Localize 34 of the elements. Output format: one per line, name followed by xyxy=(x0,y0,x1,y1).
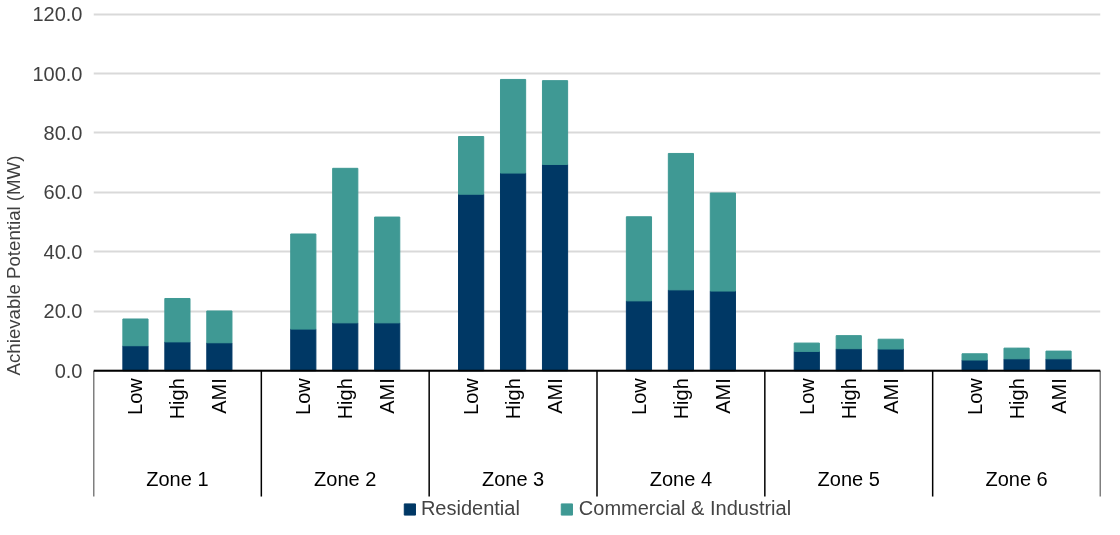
x-tick-label: Low xyxy=(460,377,483,415)
legend-label: Residential xyxy=(420,497,520,520)
y-tick-label: 40.0 xyxy=(43,240,83,263)
x-tick-label: Low xyxy=(124,377,147,415)
x-tick-label: Low xyxy=(795,377,818,415)
x-tick-label: AMI xyxy=(544,378,567,414)
x-tick-label: Low xyxy=(627,377,650,415)
text: Zone 2 xyxy=(314,467,377,490)
text: Zone 1 xyxy=(146,467,209,490)
y-tick-label: 80.0 xyxy=(43,121,83,144)
x-tick-label: High xyxy=(166,378,189,420)
x-tick-label: Low xyxy=(292,377,315,415)
x-tick-label: High xyxy=(837,378,860,420)
y-tick-label: 20.0 xyxy=(43,300,83,323)
y-tick-label: 0.0 xyxy=(54,359,83,382)
x-tick-label: AMI xyxy=(711,378,734,414)
text: Zone 6 xyxy=(985,467,1048,490)
y-axis-title: Achievable Potential (MW) xyxy=(3,155,25,376)
text: Zone 3 xyxy=(481,467,545,490)
x-tick-label: AMI xyxy=(208,378,231,414)
x-tick-label: High xyxy=(1005,378,1028,420)
x-tick-label: High xyxy=(669,378,692,420)
x-tick-label: High xyxy=(502,378,525,420)
x-tick-label: High xyxy=(334,378,357,420)
y-tick-label: 100.0 xyxy=(32,62,83,85)
text: Zone 4 xyxy=(649,467,713,490)
x-tick-label: Low xyxy=(963,377,986,415)
x-tick-label: AMI xyxy=(376,378,399,414)
text: Zone 5 xyxy=(817,467,880,490)
y-tick-label: 60.0 xyxy=(43,181,83,204)
x-tick-label: AMI xyxy=(879,378,902,414)
legend-label: Commercial & Industrial xyxy=(578,497,792,520)
x-tick-label: AMI xyxy=(1047,378,1070,414)
y-tick-label: 120.0 xyxy=(32,3,83,26)
